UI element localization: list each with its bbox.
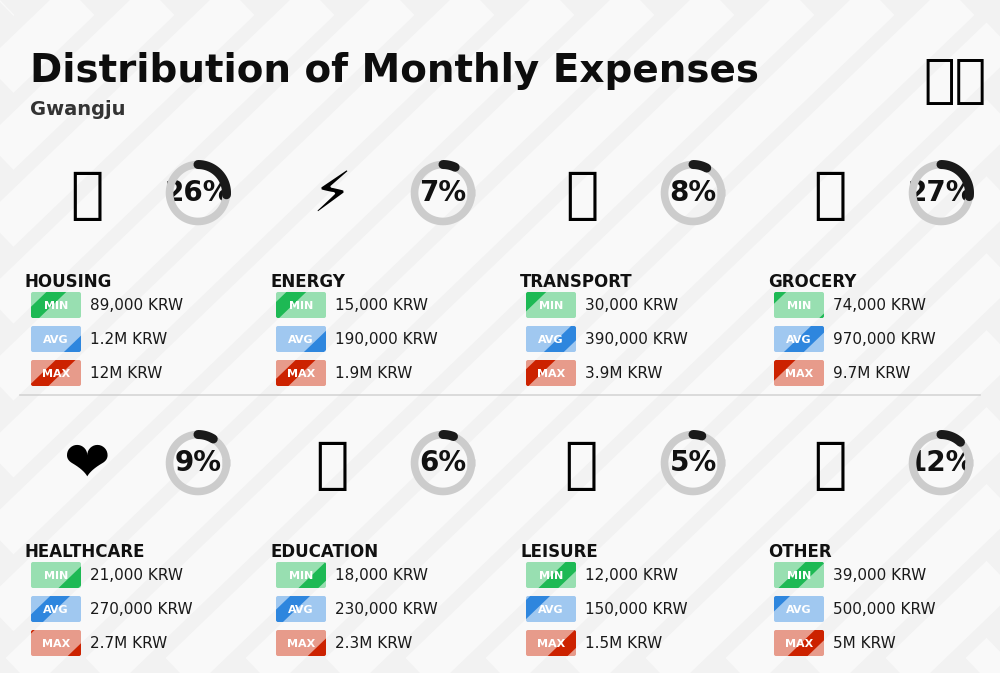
Text: LEISURE: LEISURE — [520, 543, 598, 561]
FancyBboxPatch shape — [774, 292, 824, 318]
Text: 21,000 KRW: 21,000 KRW — [90, 569, 183, 583]
FancyBboxPatch shape — [774, 326, 824, 352]
Text: MAX: MAX — [42, 369, 70, 379]
Text: MIN: MIN — [44, 301, 68, 311]
Text: HOUSING: HOUSING — [25, 273, 112, 291]
Text: 🎓: 🎓 — [315, 439, 349, 493]
Text: 150,000 KRW: 150,000 KRW — [585, 602, 688, 618]
Text: 74,000 KRW: 74,000 KRW — [833, 299, 926, 314]
FancyBboxPatch shape — [774, 596, 824, 622]
Text: 1.5M KRW: 1.5M KRW — [585, 637, 662, 651]
Text: AVG: AVG — [43, 335, 69, 345]
Text: 27%: 27% — [908, 179, 974, 207]
Text: 5M KRW: 5M KRW — [833, 637, 896, 651]
Text: AVG: AVG — [288, 335, 314, 345]
Text: 6%: 6% — [419, 449, 467, 477]
Text: 190,000 KRW: 190,000 KRW — [335, 332, 438, 347]
Text: 39,000 KRW: 39,000 KRW — [833, 569, 926, 583]
Text: 3.9M KRW: 3.9M KRW — [585, 367, 662, 382]
Text: MIN: MIN — [539, 301, 563, 311]
Text: AVG: AVG — [43, 605, 69, 615]
Text: 🛍️: 🛍️ — [565, 439, 599, 493]
FancyBboxPatch shape — [526, 360, 576, 386]
Text: 230,000 KRW: 230,000 KRW — [335, 602, 438, 618]
Text: 5%: 5% — [669, 449, 717, 477]
Text: 390,000 KRW: 390,000 KRW — [585, 332, 688, 347]
FancyBboxPatch shape — [276, 630, 326, 656]
Text: MAX: MAX — [785, 639, 813, 649]
Text: 2.7M KRW: 2.7M KRW — [90, 637, 167, 651]
Text: GROCERY: GROCERY — [768, 273, 856, 291]
Text: 9.7M KRW: 9.7M KRW — [833, 367, 910, 382]
Text: MIN: MIN — [289, 571, 313, 581]
Text: MAX: MAX — [287, 639, 315, 649]
Text: 12,000 KRW: 12,000 KRW — [585, 569, 678, 583]
Text: ENERGY: ENERGY — [270, 273, 345, 291]
Text: 1.9M KRW: 1.9M KRW — [335, 367, 412, 382]
FancyBboxPatch shape — [526, 326, 576, 352]
FancyBboxPatch shape — [276, 360, 326, 386]
Text: MIN: MIN — [44, 571, 68, 581]
FancyBboxPatch shape — [774, 562, 824, 588]
Text: 🇰🇷: 🇰🇷 — [923, 55, 987, 107]
Text: 26%: 26% — [165, 179, 231, 207]
FancyBboxPatch shape — [276, 292, 326, 318]
FancyBboxPatch shape — [31, 326, 81, 352]
Text: 🚌: 🚌 — [565, 169, 599, 223]
Text: 💰: 💰 — [813, 439, 847, 493]
Text: 1.2M KRW: 1.2M KRW — [90, 332, 167, 347]
Text: AVG: AVG — [786, 605, 812, 615]
FancyBboxPatch shape — [31, 562, 81, 588]
FancyBboxPatch shape — [526, 596, 576, 622]
FancyBboxPatch shape — [31, 596, 81, 622]
Text: MAX: MAX — [537, 369, 565, 379]
Text: MAX: MAX — [287, 369, 315, 379]
Text: ❤️: ❤️ — [64, 439, 110, 493]
Text: MIN: MIN — [787, 301, 811, 311]
Text: MIN: MIN — [787, 571, 811, 581]
FancyBboxPatch shape — [31, 292, 81, 318]
Text: MAX: MAX — [42, 639, 70, 649]
FancyBboxPatch shape — [276, 562, 326, 588]
FancyBboxPatch shape — [276, 596, 326, 622]
Text: MIN: MIN — [289, 301, 313, 311]
Text: 2.3M KRW: 2.3M KRW — [335, 637, 412, 651]
Text: 970,000 KRW: 970,000 KRW — [833, 332, 936, 347]
Text: AVG: AVG — [288, 605, 314, 615]
Text: EDUCATION: EDUCATION — [270, 543, 378, 561]
Text: ⚡: ⚡ — [312, 169, 352, 223]
FancyBboxPatch shape — [276, 326, 326, 352]
Text: 🛒: 🛒 — [813, 169, 847, 223]
Text: 12M KRW: 12M KRW — [90, 367, 162, 382]
FancyBboxPatch shape — [526, 630, 576, 656]
Text: Distribution of Monthly Expenses: Distribution of Monthly Expenses — [30, 52, 759, 90]
FancyBboxPatch shape — [774, 630, 824, 656]
Text: MAX: MAX — [537, 639, 565, 649]
Text: 30,000 KRW: 30,000 KRW — [585, 299, 678, 314]
Text: 9%: 9% — [175, 449, 222, 477]
FancyBboxPatch shape — [31, 630, 81, 656]
Text: 8%: 8% — [669, 179, 717, 207]
FancyBboxPatch shape — [526, 562, 576, 588]
FancyBboxPatch shape — [31, 360, 81, 386]
Text: 18,000 KRW: 18,000 KRW — [335, 569, 428, 583]
Text: Gwangju: Gwangju — [30, 100, 126, 119]
FancyBboxPatch shape — [526, 292, 576, 318]
Text: OTHER: OTHER — [768, 543, 832, 561]
Text: AVG: AVG — [786, 335, 812, 345]
Text: AVG: AVG — [538, 605, 564, 615]
Text: 15,000 KRW: 15,000 KRW — [335, 299, 428, 314]
Text: 89,000 KRW: 89,000 KRW — [90, 299, 183, 314]
Text: MIN: MIN — [539, 571, 563, 581]
Text: AVG: AVG — [538, 335, 564, 345]
Text: 500,000 KRW: 500,000 KRW — [833, 602, 936, 618]
Text: 270,000 KRW: 270,000 KRW — [90, 602, 193, 618]
FancyBboxPatch shape — [774, 360, 824, 386]
Text: 🏢: 🏢 — [70, 169, 104, 223]
Text: 7%: 7% — [419, 179, 467, 207]
Text: MAX: MAX — [785, 369, 813, 379]
Text: 12%: 12% — [908, 449, 974, 477]
Text: TRANSPORT: TRANSPORT — [520, 273, 633, 291]
Text: HEALTHCARE: HEALTHCARE — [25, 543, 146, 561]
